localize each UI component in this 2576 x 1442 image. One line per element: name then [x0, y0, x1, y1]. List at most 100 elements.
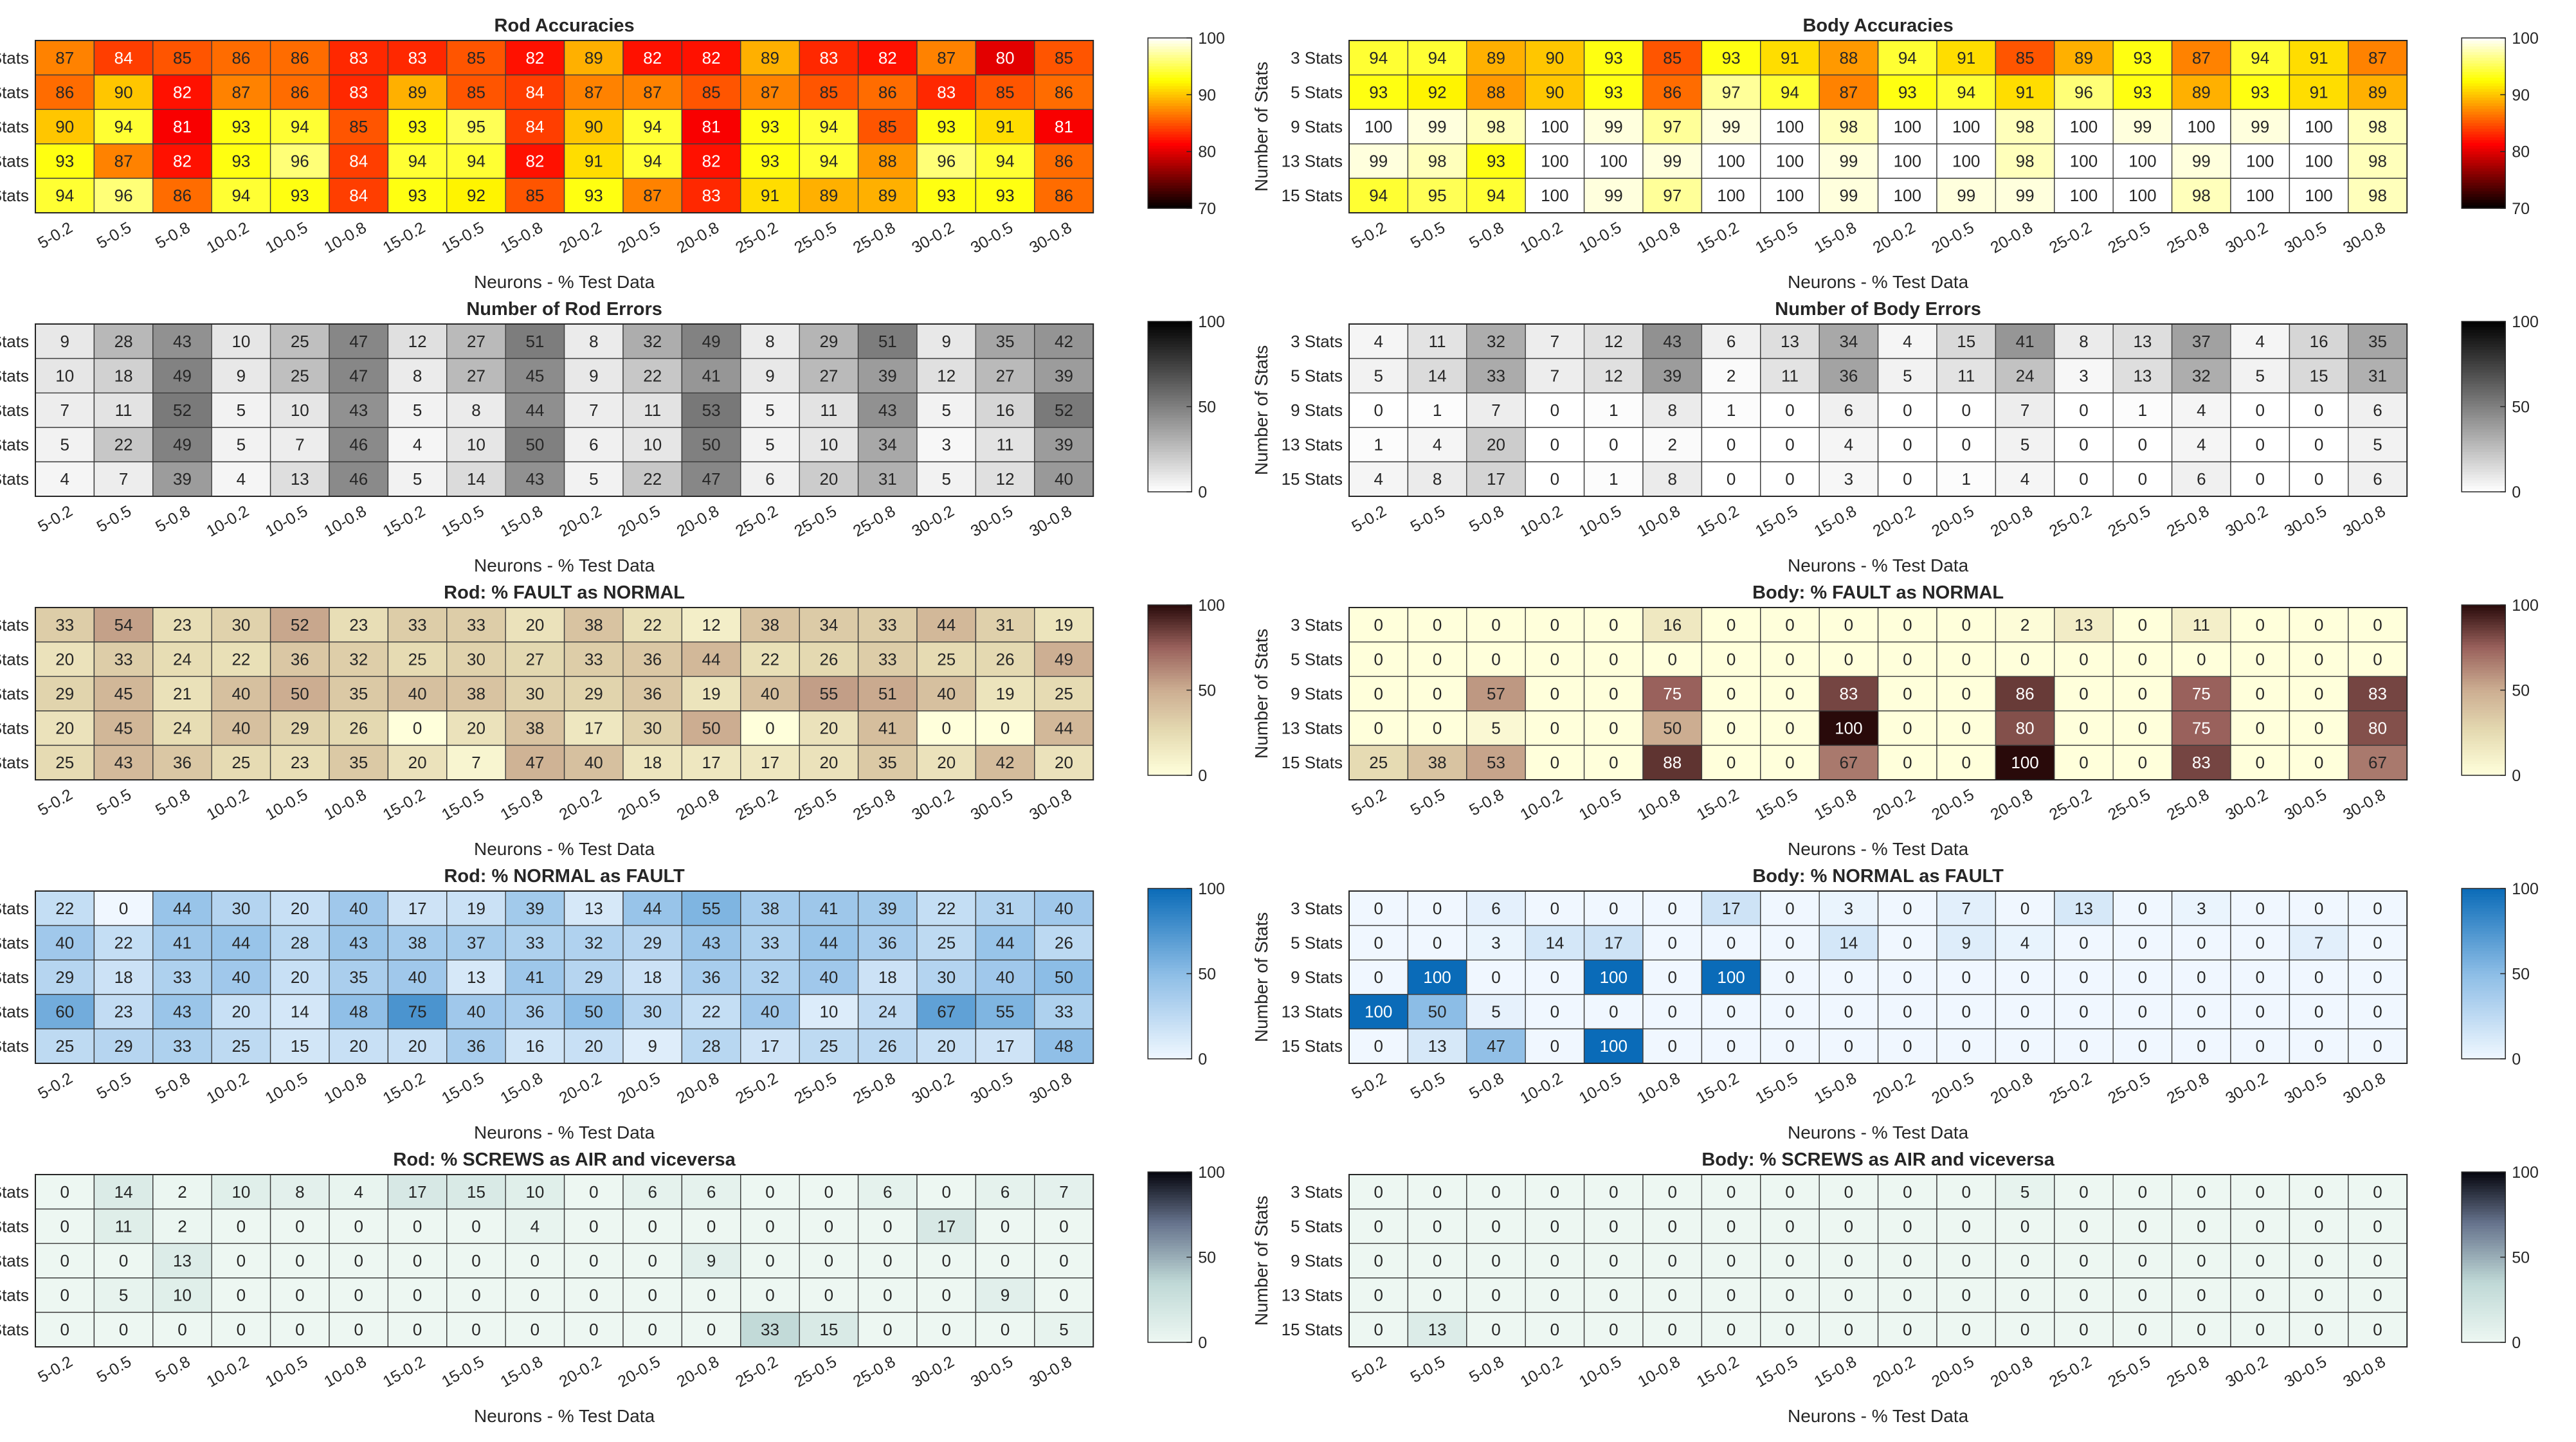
cell-label: 0: [1785, 435, 1794, 455]
heatmap-cell: [446, 461, 506, 497]
cell-label: 0: [1903, 933, 1912, 952]
cell-label: 51: [878, 684, 897, 703]
column-label: 30-0.5: [968, 219, 1016, 257]
cell-label: 38: [467, 684, 485, 703]
heatmap-cell: [2171, 924, 2231, 960]
column-label: 30-0.2: [2222, 786, 2271, 824]
colorbar-segment: [2462, 678, 2506, 682]
cell-label: 26: [996, 649, 1015, 669]
row-label: 15 Stats: [0, 753, 29, 772]
cell-label: 35: [996, 332, 1015, 351]
heatmap-cell: [93, 994, 154, 1030]
cell-label: 93: [231, 152, 250, 171]
colorbar-segment: [2462, 903, 2506, 906]
heatmap-cell: [857, 461, 918, 497]
heatmap-cell: [740, 744, 800, 780]
cell-label: 43: [114, 753, 133, 772]
column-label: 5-0.5: [94, 219, 134, 253]
cell-label: 0: [1550, 401, 1559, 420]
column-label: 10-0.8: [1635, 502, 1683, 541]
cell-label: 0: [2020, 649, 2029, 669]
heatmap-cell: [152, 1277, 212, 1313]
cell-label: 100: [2070, 186, 2098, 205]
colorbar-segment: [2462, 474, 2506, 478]
cell-label: 5: [1903, 366, 1912, 385]
colorbar-segment: [2462, 656, 2506, 660]
colorbar-tick-label: 100: [1198, 880, 1225, 898]
row-label: 3 Stats: [0, 48, 29, 68]
cell-label: 25: [937, 649, 956, 669]
heatmap-cell: [1760, 959, 1820, 995]
heatmap-cell: [1034, 74, 1094, 110]
column-label: 25-0.8: [2164, 1069, 2212, 1108]
colorbar-segment: [2462, 1044, 2506, 1048]
column-label: 15-0.5: [439, 219, 487, 257]
colorbar-segment: [2462, 370, 2506, 374]
colorbar-segment: [1148, 390, 1192, 393]
cell-label: 93: [1722, 48, 1741, 68]
colorbar-tick-label: 50: [2512, 966, 2530, 984]
cell-label: 39: [1663, 366, 1682, 385]
cell-label: 1: [1609, 401, 1618, 420]
heatmap-cell: [1034, 143, 1094, 179]
heatmap-cell: [563, 890, 624, 926]
colorbar-segment: [1148, 205, 1192, 209]
heatmap-cell: [93, 744, 154, 780]
cell-label: 99: [1839, 186, 1858, 205]
colorbar-segment: [1148, 1229, 1192, 1232]
colorbar-segment: [1148, 366, 1192, 370]
colorbar-segment: [1148, 412, 1192, 416]
cell-label: 0: [1491, 1286, 1500, 1305]
cell-label: 0: [531, 1320, 540, 1339]
y-axis-label: Number of Stats: [1251, 912, 1271, 1042]
cell-label: 0: [1550, 753, 1559, 772]
colorbar-segment: [1148, 111, 1192, 115]
colorbar-segment: [2462, 917, 2506, 921]
heatmap-cell: [2112, 177, 2173, 213]
column-label: 10-0.8: [321, 219, 369, 257]
column-label: 10-0.8: [1635, 1353, 1683, 1391]
cell-label: 18: [643, 968, 662, 987]
cell-label: 20: [408, 753, 427, 772]
heatmap-cell: [387, 461, 448, 497]
colorbar-segment: [2462, 1007, 2506, 1011]
cell-label: 12: [702, 615, 721, 635]
cell-label: 9: [237, 366, 246, 385]
colorbar-segment: [1148, 985, 1192, 989]
cell-label: 2: [177, 1182, 186, 1202]
cell-label: 99: [1604, 186, 1623, 205]
colorbar-segment: [2462, 151, 2506, 155]
colorbar-segment: [2462, 1285, 2506, 1289]
column-label: 25-0.2: [2046, 219, 2094, 257]
cell-label: 40: [1055, 469, 1073, 489]
cell-label: 100: [2188, 117, 2215, 136]
cell-label: 0: [2020, 1216, 2029, 1236]
cell-label: 83: [2368, 684, 2387, 703]
colorbar-segment: [1148, 1274, 1192, 1278]
column-label: 25-0.2: [2046, 1069, 2094, 1108]
row-label: 5 Stats: [0, 649, 29, 669]
cell-label: 20: [819, 719, 838, 738]
cell-label: 3: [2197, 899, 2206, 918]
cell-label: 0: [1667, 933, 1676, 952]
colorbar-frame: [1147, 37, 1192, 209]
cell-label: 0: [1550, 1216, 1559, 1236]
column-label: 30-0.2: [2222, 1353, 2271, 1391]
cell-label: 0: [2138, 1036, 2147, 1056]
cell-label: 89: [585, 48, 603, 68]
colorbar-segment: [2462, 662, 2506, 665]
cell-label: 0: [2255, 1036, 2264, 1056]
cell-label: 0: [2373, 1286, 2382, 1305]
cell-label: 50: [702, 435, 721, 455]
cell-label: 0: [1667, 1036, 1676, 1056]
cell-label: 5: [2255, 366, 2264, 385]
heatmap-cell: [1819, 676, 1879, 712]
heatmap-cell: [1701, 641, 1761, 677]
cell-label: 0: [2138, 684, 2147, 703]
cell-label: 7: [295, 435, 304, 455]
cell-label: 22: [761, 649, 779, 669]
cell-label: 84: [349, 152, 368, 171]
cell-label: 0: [883, 1216, 892, 1236]
colorbar-segment: [2462, 57, 2506, 61]
cell-label: 22: [702, 1002, 721, 1022]
